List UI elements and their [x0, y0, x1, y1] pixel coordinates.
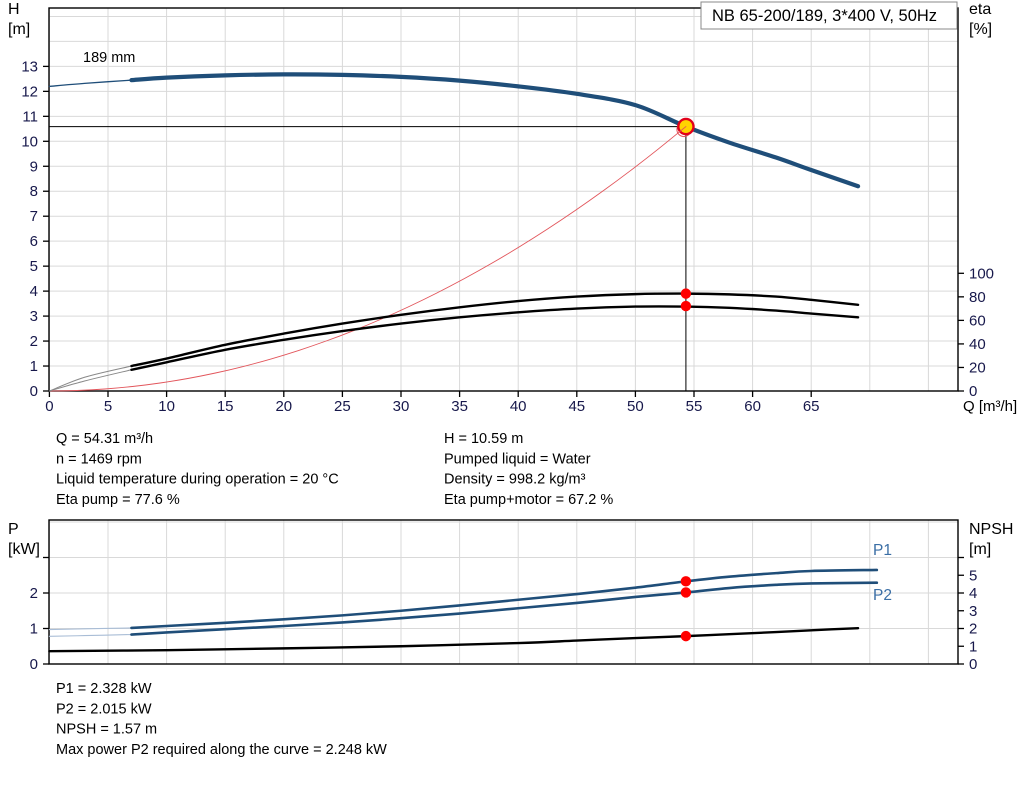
svg-text:eta: eta	[969, 1, 991, 18]
svg-text:NPSH: NPSH	[969, 521, 1013, 538]
svg-text:40: 40	[510, 398, 527, 415]
svg-text:NB 65-200/189, 3*400 V, 50Hz: NB 65-200/189, 3*400 V, 50Hz	[712, 7, 937, 25]
svg-text:3: 3	[30, 308, 38, 325]
svg-text:100: 100	[969, 265, 994, 282]
svg-text:30: 30	[393, 398, 410, 415]
svg-text:55: 55	[686, 398, 703, 415]
svg-text:80: 80	[969, 289, 986, 306]
svg-text:Density = 998.2 kg/m³: Density = 998.2 kg/m³	[444, 472, 586, 488]
svg-text:50: 50	[627, 398, 644, 415]
svg-text:0: 0	[30, 383, 38, 400]
svg-text:35: 35	[451, 398, 468, 415]
svg-text:8: 8	[30, 183, 38, 200]
svg-text:189 mm: 189 mm	[83, 50, 135, 66]
svg-text:NPSH = 1.57 m: NPSH = 1.57 m	[56, 722, 157, 738]
svg-text:15: 15	[217, 398, 234, 415]
svg-text:1: 1	[30, 621, 38, 638]
svg-text:5: 5	[969, 567, 977, 584]
svg-text:[%]: [%]	[969, 21, 992, 38]
svg-text:P1: P1	[873, 542, 892, 559]
svg-text:10: 10	[21, 133, 38, 150]
svg-text:65: 65	[803, 398, 820, 415]
svg-text:11: 11	[22, 108, 38, 125]
svg-text:9: 9	[30, 158, 38, 175]
svg-text:H = 10.59 m: H = 10.59 m	[444, 431, 523, 447]
svg-text:12: 12	[21, 83, 38, 100]
svg-text:n = 1469 rpm: n = 1469 rpm	[56, 451, 142, 467]
svg-text:[m]: [m]	[969, 541, 991, 558]
svg-text:5: 5	[104, 398, 112, 415]
svg-text:P: P	[8, 521, 19, 538]
svg-text:Liquid temperature during oper: Liquid temperature during operation = 20…	[56, 472, 339, 488]
svg-text:7: 7	[30, 208, 38, 225]
svg-text:3: 3	[969, 603, 977, 620]
svg-text:P2 = 2.015 kW: P2 = 2.015 kW	[56, 701, 152, 717]
svg-text:Eta pump+motor = 67.2 %: Eta pump+motor = 67.2 %	[444, 492, 613, 508]
svg-text:Pumped liquid = Water: Pumped liquid = Water	[444, 451, 591, 467]
svg-text:60: 60	[969, 312, 986, 329]
svg-text:2: 2	[30, 333, 38, 350]
svg-text:0: 0	[45, 398, 53, 415]
svg-text:4: 4	[969, 585, 977, 602]
svg-text:40: 40	[969, 336, 986, 353]
svg-text:[m]: [m]	[8, 21, 30, 38]
svg-text:[kW]: [kW]	[8, 541, 40, 558]
svg-text:60: 60	[744, 398, 761, 415]
svg-text:20: 20	[275, 398, 292, 415]
svg-text:6: 6	[30, 233, 38, 250]
svg-text:10: 10	[158, 398, 175, 415]
svg-text:2: 2	[969, 621, 977, 638]
svg-text:2: 2	[30, 585, 38, 602]
svg-text:1: 1	[30, 358, 38, 375]
svg-text:Q = 54.31 m³/h: Q = 54.31 m³/h	[56, 431, 153, 447]
svg-text:0: 0	[969, 656, 977, 673]
svg-text:P1 = 2.328 kW: P1 = 2.328 kW	[56, 681, 152, 697]
svg-text:25: 25	[334, 398, 351, 415]
svg-text:Max power P2 required along th: Max power P2 required along the curve = …	[56, 742, 387, 758]
svg-text:Q [m³/h]: Q [m³/h]	[963, 398, 1017, 415]
svg-text:H: H	[8, 1, 20, 18]
svg-text:5: 5	[30, 258, 38, 275]
svg-text:1: 1	[969, 638, 977, 655]
svg-text:4: 4	[30, 283, 38, 300]
svg-text:45: 45	[568, 398, 585, 415]
svg-text:P2: P2	[873, 587, 892, 604]
svg-text:0: 0	[30, 656, 38, 673]
svg-text:13: 13	[21, 58, 38, 75]
svg-text:20: 20	[969, 359, 986, 376]
svg-text:Eta pump = 77.6 %: Eta pump = 77.6 %	[56, 492, 180, 508]
